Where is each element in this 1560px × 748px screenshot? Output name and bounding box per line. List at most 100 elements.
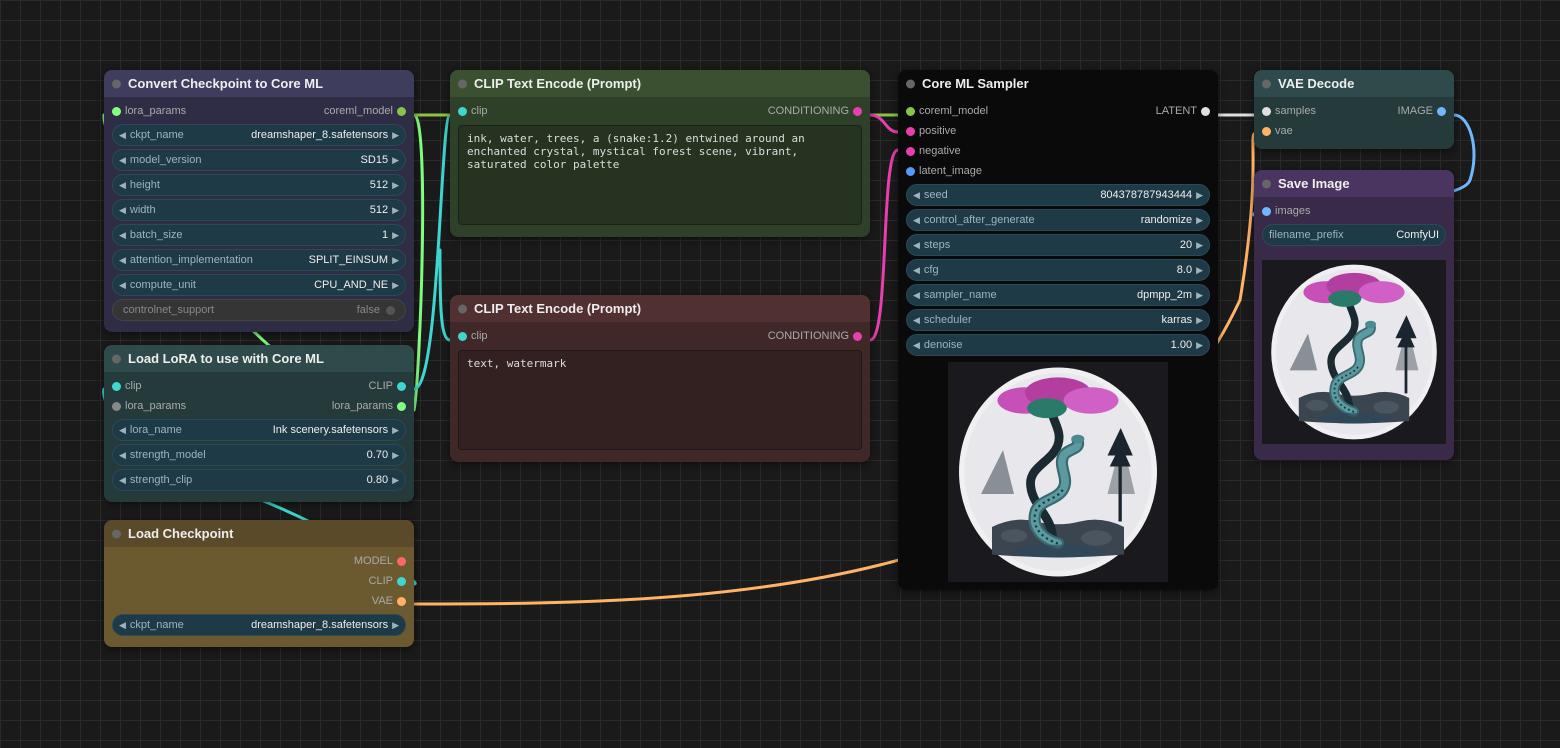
node-title-bar[interactable]: Core ML Sampler: [898, 70, 1218, 97]
widget-strength_clip[interactable]: ◀strength_clip 0.80▶: [112, 469, 406, 491]
collapse-dot-icon[interactable]: [906, 79, 915, 88]
output-slot-dot[interactable]: [397, 382, 406, 391]
chevron-right-icon[interactable]: ▶: [392, 425, 399, 436]
widget-denoise[interactable]: ◀denoise 1.00▶: [906, 334, 1210, 356]
output-slot-dot[interactable]: [397, 597, 406, 606]
collapse-dot-icon[interactable]: [458, 79, 467, 88]
node-title-bar[interactable]: Load Checkpoint: [104, 520, 414, 547]
chevron-right-icon[interactable]: ▶: [392, 130, 399, 141]
chevron-right-icon[interactable]: ▶: [1196, 265, 1203, 276]
chevron-left-icon[interactable]: ◀: [119, 475, 126, 486]
node-vae[interactable]: VAE Decode samplesIMAGEvae: [1254, 70, 1454, 149]
node-title-bar[interactable]: CLIP Text Encode (Prompt): [450, 70, 870, 97]
chevron-left-icon[interactable]: ◀: [119, 255, 126, 266]
node-title-bar[interactable]: Load LoRA to use with Core ML: [104, 345, 414, 372]
prompt-textarea[interactable]: ink, water, trees, a (snake:1.2) entwine…: [458, 125, 862, 225]
widget-model_version[interactable]: ◀model_version SD15▶: [112, 149, 406, 171]
input-slot-dot[interactable]: [112, 107, 121, 116]
widget-filename_prefix[interactable]: filename_prefix ComfyUI: [1262, 224, 1446, 246]
chevron-right-icon[interactable]: ▶: [1196, 215, 1203, 226]
chevron-right-icon[interactable]: ▶: [392, 280, 399, 291]
widget-scheduler[interactable]: ◀scheduler karras▶: [906, 309, 1210, 331]
input-slot-dot[interactable]: [906, 147, 915, 156]
node-title-bar[interactable]: VAE Decode: [1254, 70, 1454, 97]
chevron-left-icon[interactable]: ◀: [119, 155, 126, 166]
input-slot-dot[interactable]: [1262, 127, 1271, 136]
node-title-bar[interactable]: CLIP Text Encode (Prompt): [450, 295, 870, 322]
widget-sampler_name[interactable]: ◀sampler_name dpmpp_2m▶: [906, 284, 1210, 306]
output-slot-dot[interactable]: [1437, 107, 1446, 116]
node-checkpoint[interactable]: Load Checkpoint MODELCLIPVAE ◀ckpt_name …: [104, 520, 414, 647]
widget-height[interactable]: ◀height 512▶: [112, 174, 406, 196]
chevron-right-icon[interactable]: ▶: [392, 620, 399, 631]
widget-batch_size[interactable]: ◀batch_size 1▶: [112, 224, 406, 246]
output-slot-dot[interactable]: [853, 332, 862, 341]
widget-cfg[interactable]: ◀cfg 8.0▶: [906, 259, 1210, 281]
output-slot-dot[interactable]: [397, 557, 406, 566]
chevron-right-icon[interactable]: ▶: [392, 230, 399, 241]
chevron-right-icon[interactable]: ▶: [1196, 190, 1203, 201]
output-slot-dot[interactable]: [397, 107, 406, 116]
chevron-left-icon[interactable]: ◀: [913, 265, 920, 276]
node-lora[interactable]: Load LoRA to use with Core ML clipCLIPlo…: [104, 345, 414, 502]
widget-ckpt_name[interactable]: ◀ckpt_name dreamshaper_8.safetensors▶: [112, 614, 406, 636]
input-slot-dot[interactable]: [112, 382, 121, 391]
chevron-right-icon[interactable]: ▶: [1196, 240, 1203, 251]
prompt-textarea[interactable]: text, watermark: [458, 350, 862, 450]
chevron-left-icon[interactable]: ◀: [119, 450, 126, 461]
chevron-right-icon[interactable]: ▶: [1196, 290, 1203, 301]
collapse-dot-icon[interactable]: [1262, 179, 1271, 188]
chevron-left-icon[interactable]: ◀: [913, 190, 920, 201]
widget-control_after_generate[interactable]: ◀control_after_generate randomize▶: [906, 209, 1210, 231]
chevron-left-icon[interactable]: ◀: [119, 205, 126, 216]
chevron-right-icon[interactable]: ▶: [1196, 315, 1203, 326]
widget-attention_implementation[interactable]: ◀attention_implementation SPLIT_EINSUM▶: [112, 249, 406, 271]
chevron-left-icon[interactable]: ◀: [913, 315, 920, 326]
chevron-right-icon[interactable]: ▶: [392, 205, 399, 216]
chevron-left-icon[interactable]: ◀: [119, 280, 126, 291]
chevron-right-icon[interactable]: ▶: [392, 450, 399, 461]
widget-compute_unit[interactable]: ◀compute_unit CPU_AND_NE▶: [112, 274, 406, 296]
input-slot-dot[interactable]: [906, 167, 915, 176]
chevron-left-icon[interactable]: ◀: [119, 180, 126, 191]
node-convert[interactable]: Convert Checkpoint to Core ML lora_param…: [104, 70, 414, 332]
collapse-dot-icon[interactable]: [1262, 79, 1271, 88]
collapse-dot-icon[interactable]: [112, 79, 121, 88]
widget-seed[interactable]: ◀seed 804378787943444▶: [906, 184, 1210, 206]
chevron-left-icon[interactable]: ◀: [913, 215, 920, 226]
chevron-right-icon[interactable]: ▶: [392, 475, 399, 486]
collapse-dot-icon[interactable]: [112, 529, 121, 538]
widget-lora_name[interactable]: ◀lora_name Ink scenery.safetensors▶: [112, 419, 406, 441]
chevron-left-icon[interactable]: ◀: [119, 130, 126, 141]
output-slot-dot[interactable]: [397, 577, 406, 586]
input-slot-dot[interactable]: [1262, 207, 1271, 216]
widget-controlnet_support[interactable]: controlnet_supportfalse: [112, 299, 406, 321]
node-clip_pos[interactable]: CLIP Text Encode (Prompt) clipCONDITIONI…: [450, 70, 870, 237]
node-sampler[interactable]: Core ML Sampler coreml_modelLATENTpositi…: [898, 70, 1218, 590]
output-slot-dot[interactable]: [397, 402, 406, 411]
input-slot-dot[interactable]: [458, 107, 467, 116]
input-slot-dot[interactable]: [458, 332, 467, 341]
chevron-left-icon[interactable]: ◀: [119, 230, 126, 241]
chevron-right-icon[interactable]: ▶: [392, 255, 399, 266]
widget-width[interactable]: ◀width 512▶: [112, 199, 406, 221]
chevron-left-icon[interactable]: ◀: [913, 340, 920, 351]
collapse-dot-icon[interactable]: [112, 354, 121, 363]
chevron-right-icon[interactable]: ▶: [392, 180, 399, 191]
output-slot-dot[interactable]: [1201, 107, 1210, 116]
chevron-right-icon[interactable]: ▶: [392, 155, 399, 166]
widget-ckpt_name[interactable]: ◀ckpt_name dreamshaper_8.safetensors▶: [112, 124, 406, 146]
input-slot-dot[interactable]: [1262, 107, 1271, 116]
chevron-left-icon[interactable]: ◀: [913, 290, 920, 301]
chevron-left-icon[interactable]: ◀: [119, 620, 126, 631]
input-slot-dot[interactable]: [112, 402, 121, 411]
node-title-bar[interactable]: Convert Checkpoint to Core ML: [104, 70, 414, 97]
node-save[interactable]: Save Image images filename_prefix ComfyU…: [1254, 170, 1454, 460]
node-clip_neg[interactable]: CLIP Text Encode (Prompt) clipCONDITIONI…: [450, 295, 870, 462]
chevron-left-icon[interactable]: ◀: [119, 425, 126, 436]
node-title-bar[interactable]: Save Image: [1254, 170, 1454, 197]
input-slot-dot[interactable]: [906, 107, 915, 116]
input-slot-dot[interactable]: [906, 127, 915, 136]
output-slot-dot[interactable]: [853, 107, 862, 116]
chevron-right-icon[interactable]: ▶: [1196, 340, 1203, 351]
